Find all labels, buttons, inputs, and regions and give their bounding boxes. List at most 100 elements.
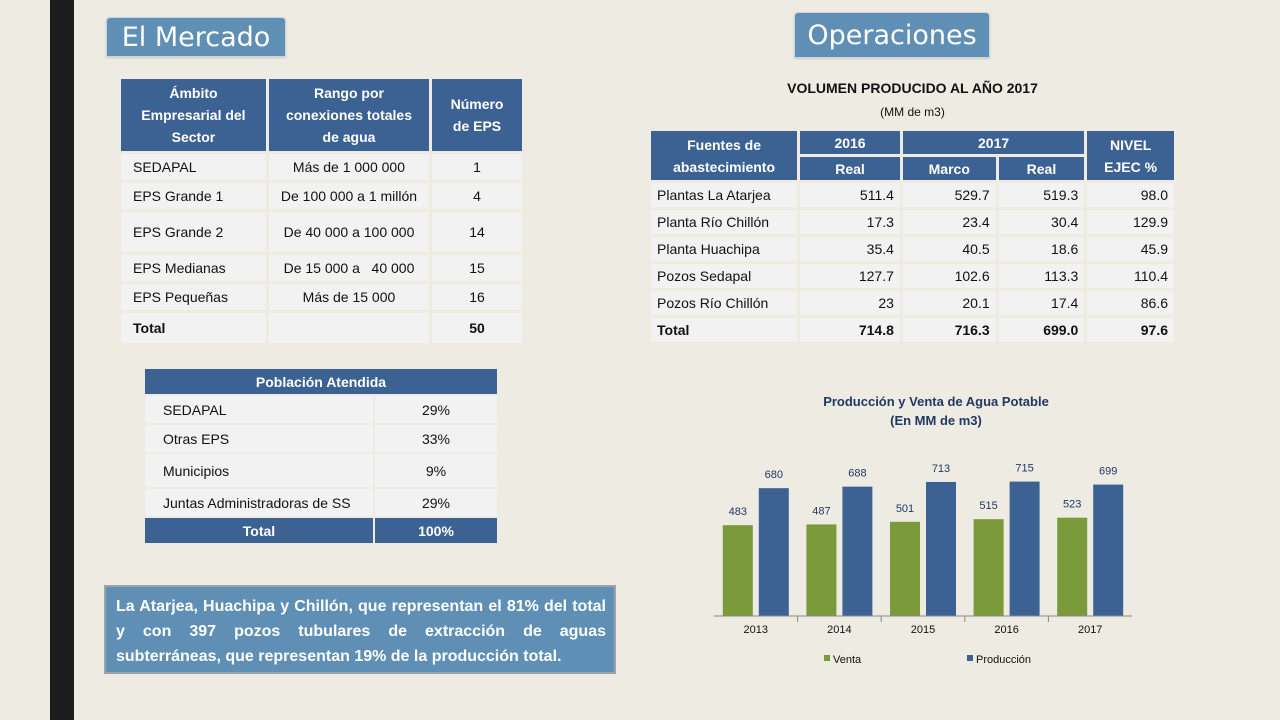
table-row: SEDAPAL Más de 1 000 000 1	[121, 154, 522, 180]
table-total-row: Total 50	[121, 313, 522, 343]
table-cell: 17.4	[998, 291, 1085, 315]
left-accent-bar	[50, 0, 74, 720]
table-row: EPS Grande 2 De 40 000 a 100 000 14	[121, 212, 522, 252]
column-header: Ámbito Empresarial del Sector	[121, 79, 266, 151]
table-total-row: Total 714.8 716.3 699.0 97.6	[651, 318, 1174, 342]
table-row: Planta Huachipa 35.4 40.5 18.6 45.9	[651, 237, 1174, 261]
column-header-fuentes: Fuentes de abastecimiento	[651, 131, 798, 180]
legend-swatch-venta	[824, 655, 830, 661]
data-label: 699	[1099, 466, 1117, 478]
table-cell: 511.4	[800, 183, 900, 207]
table-cell: 519.3	[998, 183, 1085, 207]
table-cell: Otras EPS	[145, 425, 373, 452]
table-cell: 30.4	[998, 210, 1085, 234]
total-value: 97.6	[1087, 318, 1174, 342]
data-label: 713	[932, 463, 950, 475]
data-label: 523	[1063, 499, 1081, 511]
chart-title: Producción y Venta de Agua Potable	[823, 394, 1049, 409]
data-label: 715	[1015, 463, 1033, 475]
table-cell: Más de 15 000	[268, 284, 430, 310]
column-header-2017: 2017	[902, 131, 1085, 154]
table-cell: 23	[800, 291, 900, 315]
table-cell: De 15 000 a 40 000	[268, 255, 430, 281]
table-row: EPS Pequeñas Más de 15 000 16	[121, 284, 522, 310]
table-cell: 40.5	[902, 237, 996, 261]
volumen-table: Fuentes de abastecimiento 2016 2017 NIVE…	[648, 128, 1177, 345]
table-cell: 110.4	[1087, 264, 1174, 288]
table-row: Planta Río Chillón 17.3 23.4 30.4 129.9	[651, 210, 1174, 234]
table-row: EPS Medianas De 15 000 a 40 000 15	[121, 255, 522, 281]
column-header-marco: Marco	[902, 157, 996, 180]
x-axis: 2013 2014 2015 2016 2017	[744, 616, 1102, 636]
bar-producción-2013	[758, 488, 789, 616]
data-label: 483	[729, 506, 747, 518]
table-cell: 14	[432, 212, 522, 252]
bar-venta-2014	[806, 524, 837, 616]
x-tick-label: 2015	[911, 624, 935, 636]
legend-swatch-producción	[967, 655, 973, 661]
section-title-mercado: El Mercado	[106, 17, 286, 57]
data-label: 680	[765, 469, 783, 481]
column-header-nivel: NIVEL EJEC %	[1087, 131, 1174, 180]
column-header-real-2017: Real	[998, 157, 1085, 180]
table-cell: SEDAPAL	[145, 396, 373, 423]
table-cell	[268, 313, 430, 343]
table-cell: 129.9	[1087, 210, 1174, 234]
table-cell: 1	[432, 154, 522, 180]
table-cell: EPS Grande 1	[121, 183, 266, 209]
section-title-operaciones: Operaciones	[794, 12, 990, 58]
table-cell: Plantas La Atarjea	[651, 183, 798, 207]
table-cell: 529.7	[902, 183, 996, 207]
table-cell: 29%	[375, 396, 497, 423]
bar-venta-2016	[973, 519, 1004, 616]
table-cell: De 100 000 a 1 millón	[268, 183, 430, 209]
table-row: Pozos Río Chillón 23 20.1 17.4 86.6	[651, 291, 1174, 315]
table-total-row: Total 100%	[145, 518, 497, 543]
x-tick-label: 2014	[827, 624, 851, 636]
table-cell: 98.0	[1087, 183, 1174, 207]
table-row: Plantas La Atarjea 511.4 529.7 519.3 98.…	[651, 183, 1174, 207]
total-label: Total	[145, 518, 373, 543]
bar-producción-2017	[1093, 484, 1124, 616]
column-header-real-2016: Real	[800, 157, 900, 180]
table-cell: 16	[432, 284, 522, 310]
data-label: 501	[896, 503, 914, 515]
bar-producción-2014	[842, 486, 873, 616]
total-value: 714.8	[800, 318, 900, 342]
x-tick-label: 2016	[994, 624, 1018, 636]
total-label: Total	[121, 313, 266, 343]
column-header-2016: 2016	[800, 131, 900, 154]
column-header: Población Atendida	[145, 369, 497, 394]
legend-label: Producción	[976, 654, 1031, 666]
table-row: Otras EPS 33%	[145, 425, 497, 452]
column-header: Número de EPS	[432, 79, 522, 151]
total-value: 50	[432, 313, 522, 343]
table-row: Municipios 9%	[145, 454, 497, 487]
table-cell: 33%	[375, 425, 497, 452]
poblacion-table: Población Atendida SEDAPAL 29% Otras EPS…	[143, 367, 499, 545]
table-cell: 9%	[375, 454, 497, 487]
table-cell: 113.3	[998, 264, 1085, 288]
note-box: La Atarjea, Huachipa y Chillón, que repr…	[104, 585, 616, 674]
table-cell: EPS Grande 2	[121, 212, 266, 252]
table-cell: 127.7	[800, 264, 900, 288]
table-cell: 4	[432, 183, 522, 209]
x-tick-label: 2017	[1078, 624, 1102, 636]
table-header-row: Real Marco Real	[651, 157, 1174, 180]
data-label: 515	[979, 500, 997, 512]
table-cell: De 40 000 a 100 000	[268, 212, 430, 252]
mercado-table: Ámbito Empresarial del Sector Rango por …	[118, 76, 525, 346]
table-header-row: Ámbito Empresarial del Sector Rango por …	[121, 79, 522, 151]
table-cell: 23.4	[902, 210, 996, 234]
total-value: 716.3	[902, 318, 996, 342]
table-cell: 17.3	[800, 210, 900, 234]
table-cell: Planta Río Chillón	[651, 210, 798, 234]
table-cell: 18.6	[998, 237, 1085, 261]
table-cell: 102.6	[902, 264, 996, 288]
table-row: Pozos Sedapal 127.7 102.6 113.3 110.4	[651, 264, 1174, 288]
column-header: Rango por conexiones totales de agua	[268, 79, 430, 151]
chart-bars: 483 680 487 688 501 713 515 715 523 699	[722, 463, 1124, 616]
table-header-row: Población Atendida	[145, 369, 497, 394]
legend-label: Venta	[833, 654, 862, 666]
table-cell: EPS Medianas	[121, 255, 266, 281]
